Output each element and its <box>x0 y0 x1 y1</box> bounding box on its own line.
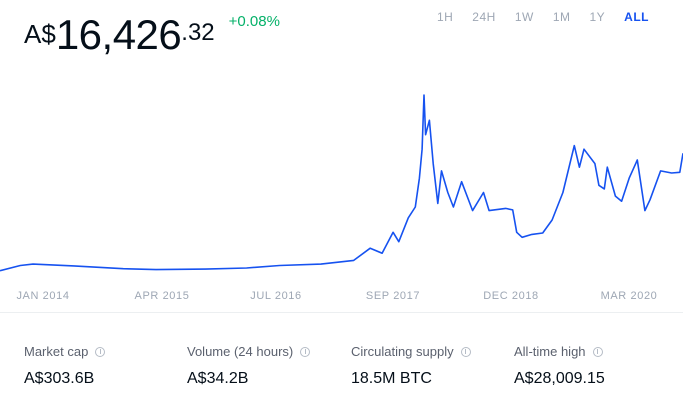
price-currency: A$ <box>24 19 56 49</box>
info-icon[interactable] <box>95 346 106 357</box>
price-whole: 16,426 <box>55 11 182 58</box>
range-all[interactable]: ALL <box>624 10 649 24</box>
price-line <box>0 94 683 272</box>
stat-label: Volume (24 hours) <box>187 344 294 359</box>
stat-value: 18.5M BTC <box>351 370 432 387</box>
time-range-selector: 1H 24H 1W 1M 1Y ALL <box>418 10 649 24</box>
info-icon[interactable] <box>592 346 603 357</box>
x-tick-label: DEC 2018 <box>483 290 539 302</box>
price-change: +0.08% <box>228 13 280 30</box>
range-1m[interactable]: 1M <box>552 10 571 24</box>
price-decimal: .32 <box>181 19 215 46</box>
stat-value: A$303.6B <box>24 370 95 387</box>
x-tick-label: SEP 2017 <box>366 290 420 302</box>
price-chart[interactable]: JAN 2014 APR 2015 JUL 2016 SEP 2017 DEC 2018… <box>0 0 683 310</box>
stat-circulating-supply: Circulating supply 18.5M BTC <box>351 344 471 388</box>
info-icon[interactable] <box>300 346 311 357</box>
stat-volume: Volume (24 hours) A$34.2B <box>187 344 311 388</box>
range-1h[interactable]: 1H <box>436 10 454 24</box>
stat-label: Market cap <box>24 344 89 359</box>
range-24h[interactable]: 24H <box>472 10 496 24</box>
section-divider <box>0 312 683 313</box>
x-tick-label: MAR 2020 <box>601 290 658 302</box>
stat-market-cap: Market cap A$303.6B <box>24 344 106 388</box>
price-display: A$ 16,426 .32 +0.08% <box>24 10 280 56</box>
range-1w[interactable]: 1W <box>514 10 534 24</box>
stat-label: All-time high <box>514 344 586 359</box>
stat-value: A$34.2B <box>187 370 249 387</box>
info-icon[interactable] <box>460 346 471 357</box>
x-tick-label: JAN 2014 <box>16 290 69 302</box>
x-tick-label: JUL 2016 <box>250 290 301 302</box>
range-1y[interactable]: 1Y <box>589 10 606 24</box>
stat-all-time-high: All-time high A$28,009.15 <box>514 344 605 388</box>
x-tick-label: APR 2015 <box>135 290 190 302</box>
stat-value: A$28,009.15 <box>514 370 605 387</box>
stat-label: Circulating supply <box>351 344 454 359</box>
